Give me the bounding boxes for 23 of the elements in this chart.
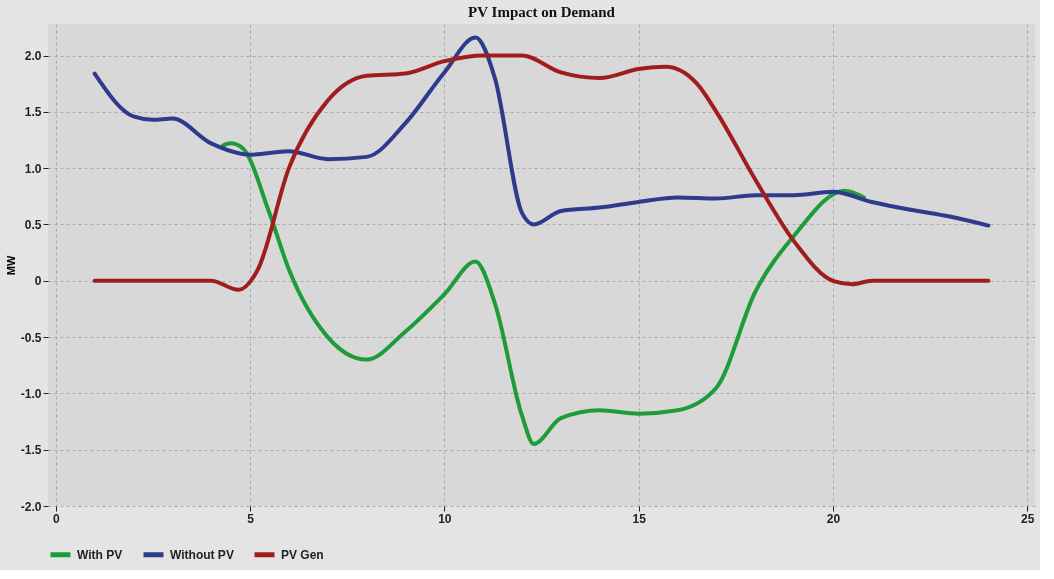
legend-label: Without PV — [170, 547, 234, 562]
line-series — [92, 53, 991, 292]
y-tick-label: -1.5 — [20, 443, 42, 458]
line-series — [220, 141, 867, 447]
x-tick-label: 15 — [632, 511, 647, 526]
legend-label: With PV — [77, 547, 123, 562]
x-tick-label: 10 — [438, 511, 452, 526]
chart-title: PV Impact on Demand — [468, 4, 616, 20]
y-axis-title: MW — [4, 255, 17, 276]
y-tick-label: 1.0 — [24, 161, 42, 176]
y-tick-label: 0.5 — [24, 217, 42, 232]
y-tick-label: -1.0 — [20, 386, 42, 401]
y-tick-label: -2.0 — [20, 499, 42, 514]
x-tick-label: 20 — [826, 511, 841, 526]
x-tick-label: 0 — [52, 511, 60, 526]
legend-label: PV Gen — [281, 547, 324, 562]
y-tick-label: 0 — [34, 274, 42, 289]
y-tick-label: -0.5 — [20, 330, 42, 345]
y-tick-label: 2.0 — [24, 49, 42, 64]
x-tick-label: 25 — [1021, 511, 1035, 526]
y-tick-label: 1.5 — [24, 105, 42, 120]
line-series — [92, 35, 991, 228]
x-tick-label: 5 — [247, 511, 255, 526]
